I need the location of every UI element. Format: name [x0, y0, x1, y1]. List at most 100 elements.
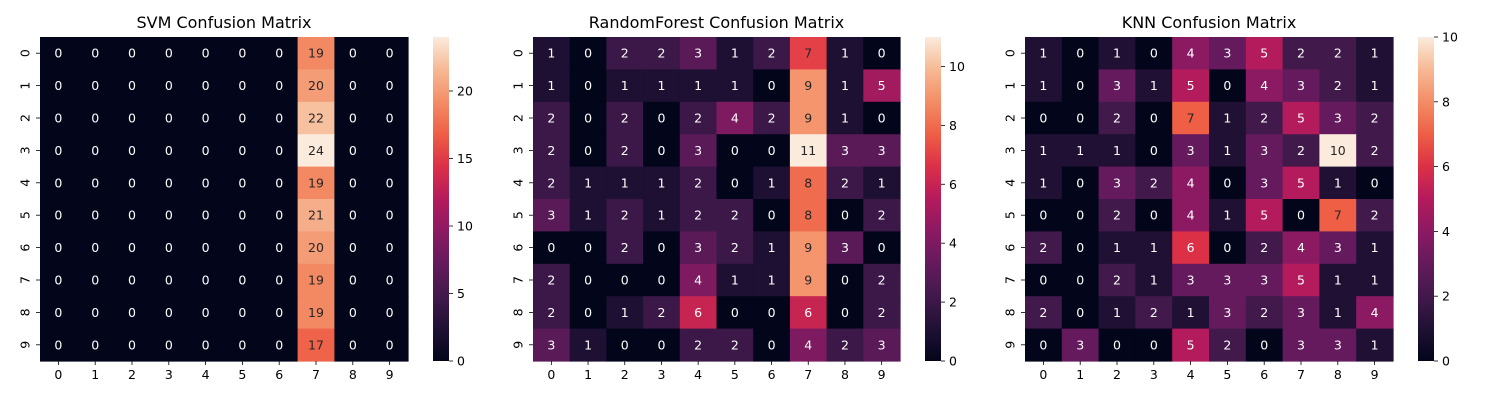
y-tick-label: 2 — [18, 114, 33, 122]
heatmap-cell — [1061, 199, 1100, 232]
cell-value-label: 3 — [1334, 240, 1342, 255]
x-tick-label: 3 — [165, 367, 173, 382]
cell-value-label: 3 — [547, 337, 555, 352]
cell-value-label: 0 — [91, 111, 99, 126]
heatmap-cell — [1061, 231, 1100, 265]
heatmap-cell — [606, 134, 644, 168]
cell-value-label: 2 — [731, 337, 739, 352]
cell-value-label: 3 — [1260, 143, 1268, 158]
cell-value-label: 19 — [308, 175, 324, 190]
cell-value-label: 0 — [878, 46, 886, 61]
cell-value-label: 24 — [308, 143, 324, 158]
heatmap-cell — [260, 37, 299, 70]
heatmap-cell — [679, 296, 718, 330]
cell-value-label: 0 — [584, 273, 592, 288]
randomforest-cell-annotations: 1 0 2 2 3 1 2 7 1 01 0 1 1 1 1 0 9 1 52 0 2 0 2 4 2 9 1 02 0 2 0 3 0 0 11 3… — [547, 46, 885, 353]
cell-value-label: 0 — [584, 46, 592, 61]
heatmap-cell — [1245, 37, 1284, 70]
cell-value-label: 21 — [308, 208, 324, 223]
cell-value-label: 3 — [1334, 111, 1342, 126]
heatmap-cell — [150, 37, 188, 70]
cell-value-label: 0 — [1076, 111, 1084, 126]
cell-value-label: 0 — [91, 46, 99, 61]
colorbar-tick-label: 6 — [1442, 159, 1450, 174]
heatmap-cell — [569, 263, 607, 297]
cell-value-label: 0 — [275, 46, 283, 61]
heatmap-cell — [826, 296, 864, 330]
heatmap-cell — [40, 69, 78, 103]
heatmap-cell — [1282, 328, 1320, 362]
cell-value-label: 5 — [878, 78, 886, 93]
heatmap-cell — [334, 69, 372, 103]
cell-value-label: 0 — [1223, 78, 1231, 93]
randomforest-heatmap-cells — [533, 37, 901, 362]
cell-value-label: 0 — [54, 111, 62, 126]
heatmap-cell — [40, 231, 78, 265]
heatmap-cell — [753, 231, 791, 265]
cell-value-label: 1 — [1371, 78, 1379, 93]
cell-value-label: 0 — [657, 273, 665, 288]
cell-value-label: 1 — [841, 111, 849, 126]
cell-value-label: 1 — [1371, 240, 1379, 255]
cell-value-label: 4 — [1187, 208, 1195, 223]
cell-value-label: 0 — [275, 305, 283, 320]
heatmap-cell — [1356, 134, 1394, 168]
heatmap-cell — [334, 37, 372, 70]
cell-value-label: 1 — [1039, 78, 1047, 93]
heatmap-cell — [1098, 69, 1136, 103]
heatmap-cell — [260, 69, 299, 103]
x-tick-label: 8 — [349, 367, 357, 382]
y-tick-label: 4 — [1003, 179, 1018, 187]
cell-value-label: 0 — [1076, 305, 1084, 320]
heatmap-cell — [1356, 328, 1394, 362]
y-tick-label: 3 — [1003, 146, 1018, 154]
heatmap-cell — [569, 37, 607, 70]
cell-value-label: 0 — [386, 305, 394, 320]
heatmap-cell — [606, 296, 644, 330]
cell-value-label: 0 — [1076, 240, 1084, 255]
heatmap-cell — [753, 296, 791, 330]
cell-value-label: 6 — [1187, 240, 1195, 255]
heatmap-cell — [679, 134, 718, 168]
cell-value-label: 2 — [1297, 46, 1305, 61]
cell-value-label: 20 — [308, 240, 324, 255]
cell-value-label: 3 — [1260, 175, 1268, 190]
heatmap-cell — [113, 101, 151, 135]
cell-value-label: 0 — [1150, 337, 1158, 352]
heatmap-cell — [569, 134, 607, 168]
x-tick-label: 5 — [238, 367, 246, 382]
cell-value-label: 0 — [621, 273, 629, 288]
randomforest-colorbar: 0 2 4 6 8 10 — [925, 37, 965, 369]
heatmap-cell — [1135, 199, 1173, 232]
cell-value-label: 2 — [694, 111, 702, 126]
heatmap-cell — [187, 166, 225, 200]
heatmap-cell — [150, 134, 188, 168]
heatmap-cell — [533, 328, 571, 362]
cell-value-label: 0 — [54, 337, 62, 352]
heatmap-cell — [606, 231, 644, 265]
cell-value-label: 0 — [165, 78, 173, 93]
cell-value-label: 0 — [91, 337, 99, 352]
cell-value-label: 0 — [275, 208, 283, 223]
cell-value-label: 1 — [731, 273, 739, 288]
heatmap-cell — [297, 69, 335, 103]
cell-value-label: 6 — [804, 305, 812, 320]
cell-value-label: 1 — [1371, 46, 1379, 61]
heatmap-cell — [863, 101, 901, 135]
colorbar-tick-label: 6 — [949, 177, 957, 192]
cell-value-label: 0 — [238, 143, 246, 158]
heatmap-cell — [297, 199, 335, 232]
heatmap-cell — [260, 101, 299, 135]
colorbar-gradient — [433, 37, 449, 361]
heatmap-cell — [533, 199, 571, 232]
y-tick-label: 8 — [511, 308, 526, 316]
heatmap-cell — [716, 328, 754, 362]
cell-value-label: 0 — [202, 273, 210, 288]
heatmap-cell — [1209, 37, 1247, 70]
cell-value-label: 0 — [1150, 208, 1158, 223]
heatmap-cell — [826, 199, 864, 232]
cell-value-label: 0 — [1039, 208, 1047, 223]
heatmap-cell — [113, 296, 151, 330]
heatmap-cell — [1245, 166, 1284, 200]
cell-value-label: 0 — [165, 175, 173, 190]
